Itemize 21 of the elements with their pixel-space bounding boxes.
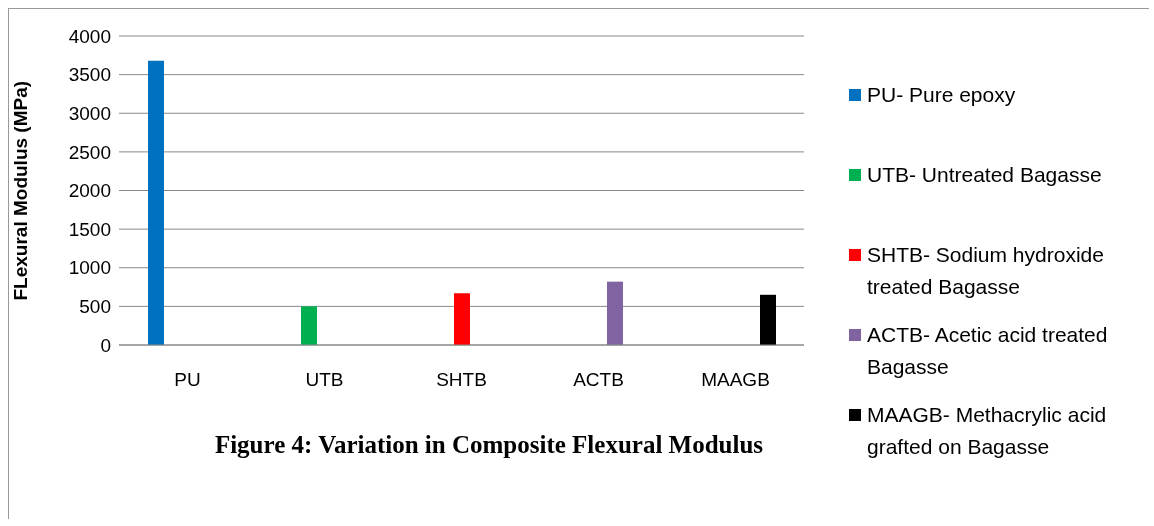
legend-label: PU- Pure epoxy [867, 82, 1016, 108]
legend-label: ACTB- Acetic acid treated Bagasse [867, 322, 1109, 380]
y-tick-label: 500 [79, 296, 111, 318]
y-tick-label: 2000 [68, 180, 111, 202]
text: Figure 4: Variation in Composite Flexural Modulus [213, 431, 765, 459]
y-tick-label: 1000 [68, 257, 111, 279]
legend-label: MAAGB- Methacrylic acid grafted on Bagasse [867, 402, 1108, 460]
y-tick-label: 0 [100, 334, 111, 356]
y-tick-label: 4000 [68, 25, 111, 47]
y-tick-label: 2500 [68, 141, 111, 163]
legend-label: UTB- Untreated Bagasse [867, 162, 1102, 188]
x-tick-label: PU [174, 369, 201, 391]
x-tick-label: ACTB [573, 369, 624, 391]
x-tick-label: SHTB [436, 369, 487, 391]
legend-label: SHTB- Sodium hydroxide treated Bagasse [867, 242, 1105, 300]
x-tick-label: UTB [305, 369, 344, 391]
y-axis-title: FLexural Modulus (MPa) [9, 80, 31, 301]
y-tick-label: 3500 [68, 64, 111, 86]
y-tick-label: 1500 [68, 218, 111, 240]
x-tick-label: MAAGB [701, 369, 770, 391]
y-tick-label: 3000 [68, 103, 111, 124]
